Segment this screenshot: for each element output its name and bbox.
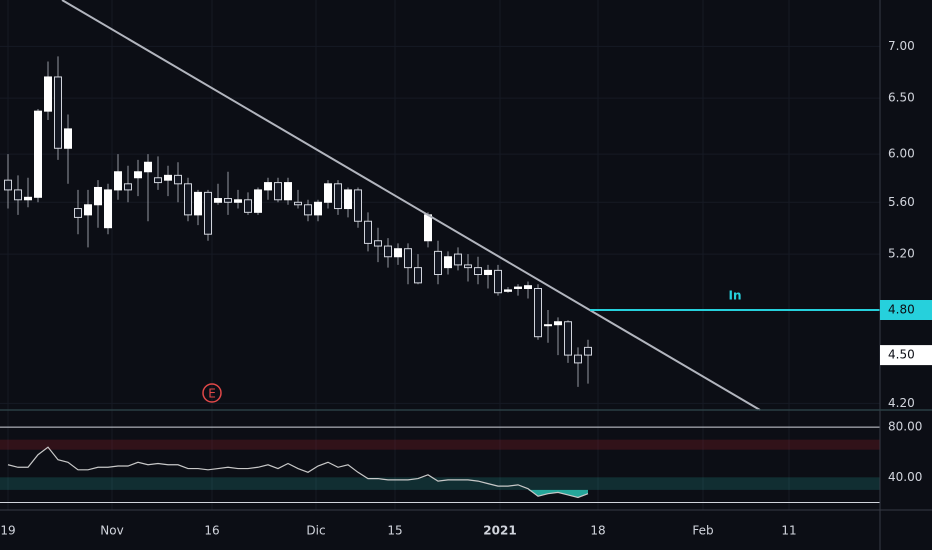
candle-body	[304, 204, 312, 216]
candle-body	[584, 346, 592, 356]
rsi-line	[7, 446, 589, 499]
candle-body	[104, 189, 112, 229]
candle-body	[354, 189, 362, 222]
x-tick-label: 16	[204, 524, 219, 538]
candle-body	[334, 183, 342, 210]
candle-body	[444, 256, 452, 269]
y-tick-label: 80.00	[888, 420, 922, 434]
line-label: In	[728, 289, 741, 303]
candle-body	[374, 240, 382, 247]
candle-body	[494, 269, 502, 294]
candle-body	[164, 174, 172, 181]
candle-body	[74, 208, 82, 218]
candle-body	[204, 191, 212, 235]
candle-body	[284, 182, 292, 201]
candle-body	[184, 183, 192, 216]
candle-body	[464, 264, 472, 269]
trendline	[61, 0, 761, 411]
candle-body	[474, 267, 482, 276]
candle-body	[14, 189, 22, 201]
candle-body	[64, 128, 72, 149]
candle-body	[364, 220, 372, 244]
candle-body	[324, 183, 332, 203]
candle-body	[124, 183, 132, 191]
candle-body	[114, 171, 122, 191]
x-tick-label: Dic	[306, 524, 325, 538]
candle-body	[244, 199, 252, 213]
candle-body	[44, 76, 52, 112]
y-tick-label: 5.60	[888, 195, 915, 209]
candle-body	[394, 248, 402, 258]
candle-body	[4, 179, 12, 191]
candle-body	[174, 174, 182, 185]
band	[0, 439, 880, 450]
x-tick-label: 11	[781, 524, 796, 538]
price-tag-label: 4.80	[888, 303, 915, 317]
x-tick-label: 19	[0, 524, 15, 538]
event-marker	[202, 383, 222, 403]
candle-body	[154, 177, 162, 184]
candle-body	[404, 248, 412, 269]
x-tick-label: 18	[590, 524, 605, 538]
candle-body	[264, 182, 272, 191]
x-tick-label: Nov	[100, 524, 123, 538]
band	[0, 477, 880, 490]
candle-body	[94, 186, 102, 206]
candle-body	[344, 189, 352, 210]
candle-body	[254, 189, 262, 213]
candle-body	[54, 76, 62, 149]
candle-body	[514, 286, 522, 289]
candle-body	[554, 321, 562, 326]
candle-body	[434, 250, 442, 276]
candle-body	[84, 204, 92, 216]
y-tick-label: 4.20	[888, 396, 915, 410]
x-tick-label: Feb	[692, 524, 713, 538]
event-label: E	[208, 387, 216, 401]
candle-body	[134, 171, 142, 179]
candle-body	[414, 267, 422, 284]
y-tick-label: 5.20	[888, 247, 915, 261]
candle-body	[574, 354, 582, 364]
candle-body	[524, 285, 532, 289]
candle-body	[534, 287, 542, 338]
candle-body	[384, 245, 392, 258]
x-tick-label: 15	[387, 524, 402, 538]
candle-body	[314, 201, 322, 216]
candle-body	[504, 289, 512, 292]
y-tick-label: 7.00	[888, 39, 915, 53]
candle-body	[294, 201, 302, 206]
y-tick-label: 6.00	[888, 147, 915, 161]
candle-body	[234, 199, 242, 203]
price-tag	[880, 345, 932, 366]
y-tick-label: 40.00	[888, 470, 922, 484]
candle-body	[214, 198, 222, 203]
candle-body	[424, 214, 432, 242]
price-tag-label: 4.50	[888, 348, 915, 362]
candle-body	[224, 198, 232, 203]
candle-body	[194, 191, 202, 216]
candle-body	[564, 321, 572, 356]
candle-body	[454, 253, 462, 266]
candle-body	[144, 161, 152, 173]
x-tick-label: 2021	[483, 524, 516, 538]
candle-body	[484, 269, 492, 276]
candle-body	[24, 196, 32, 201]
y-tick-label: 6.50	[888, 91, 915, 105]
price-tag	[880, 300, 932, 321]
candle-body	[274, 182, 282, 201]
candle-body	[544, 324, 552, 327]
candle-body	[34, 110, 42, 198]
